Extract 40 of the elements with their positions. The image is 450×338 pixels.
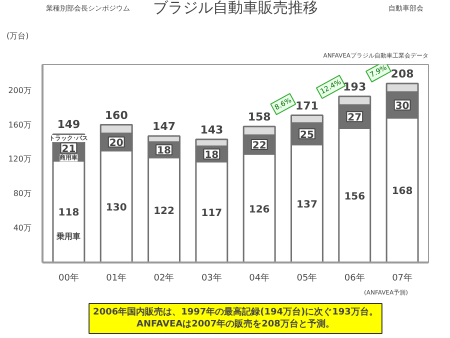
data-label: 122 <box>154 206 174 217</box>
data-label: 130 <box>106 202 127 214</box>
x-tick-label: 03年 <box>201 272 222 284</box>
y-tick-label: 200万 <box>8 86 32 95</box>
y-tick-label: 40万 <box>13 224 32 233</box>
data-label: 168 <box>392 186 413 198</box>
data-label: 25 <box>300 130 314 141</box>
data-label: 18 <box>157 146 172 157</box>
data-label: 20 <box>109 138 124 149</box>
series-label: 乗用車 <box>56 232 81 242</box>
y-tick-label: 80万 <box>13 189 32 198</box>
total-label: 193 <box>343 80 366 94</box>
total-label: 149 <box>57 118 80 132</box>
total-label: 143 <box>200 123 224 136</box>
data-label: 27 <box>348 112 362 124</box>
x-tick-label: 06年 <box>344 272 365 284</box>
data-label: 118 <box>58 208 80 219</box>
data-label: 21 <box>62 144 76 155</box>
data-label: 156 <box>344 191 366 202</box>
data-label: 126 <box>248 204 270 216</box>
x-tick-label: 05年 <box>296 272 318 284</box>
data-label: 137 <box>296 200 318 211</box>
total-label: 171 <box>296 99 318 112</box>
data-label: 30 <box>395 100 410 112</box>
total-label: 160 <box>104 108 128 122</box>
x-tick-label: 01年 <box>106 272 127 284</box>
x-tick-label: 07年 <box>392 272 413 284</box>
total-label: 158 <box>248 110 271 124</box>
x-tick-label: 02年 <box>154 272 174 284</box>
data-label: 18 <box>204 150 219 162</box>
text: 2006年国内販売は、1997年の最高記録(194万台)に次ぐ193万台。 ANFAVEAは2007年の販売を208万台と予測。 <box>93 306 378 330</box>
y-axis-title: (万台) <box>6 32 29 40</box>
total-label: 147 <box>152 120 176 133</box>
x-tick-label: 00年 <box>58 272 79 284</box>
y-tick-label: 120万 <box>8 154 32 164</box>
x-tick-label: 04年 <box>249 272 270 284</box>
total-label: 208 <box>390 67 414 80</box>
y-tick-label: 160万 <box>8 120 32 130</box>
data-label: 22 <box>252 140 266 152</box>
data-label: 117 <box>201 208 222 220</box>
